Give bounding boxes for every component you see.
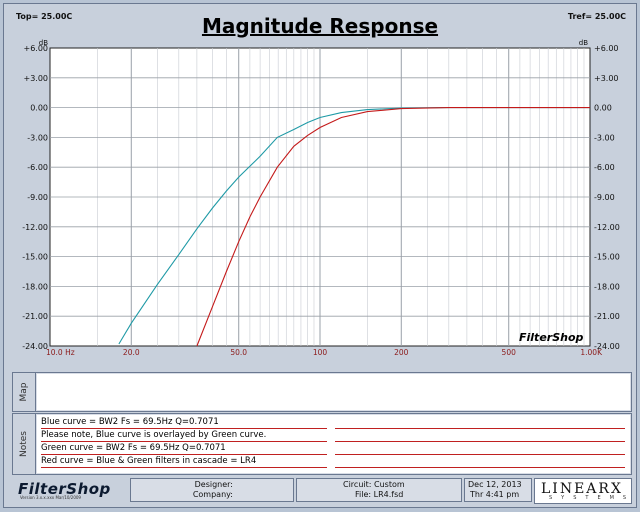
linearx-logo: LINEARX SYSTEMS	[534, 478, 632, 504]
note-line-blank	[335, 416, 625, 429]
note-line: Red curve = Blue & Green filters in casc…	[41, 455, 327, 468]
y-tick-label-left: -9.00	[27, 193, 48, 202]
y-tick-label-left: -15.00	[22, 253, 48, 262]
designer-box[interactable]: Designer: Company:	[130, 478, 294, 502]
x-tick-label: 500	[502, 348, 517, 357]
note-line-blank	[335, 442, 625, 455]
circuit-box[interactable]: Circuit: Custom File: LR4.fsd	[296, 478, 462, 502]
series-line	[196, 107, 590, 347]
note-line: Please note, Blue curve is overlayed by …	[41, 429, 327, 442]
map-panel: Map	[12, 372, 632, 412]
y-tick-label-right: -6.00	[594, 163, 615, 172]
y-tick-label-left: -6.00	[27, 163, 48, 172]
designer-label: Designer:	[194, 480, 233, 489]
y-unit-left: dB	[39, 39, 48, 47]
note-line: Green curve = BW2 Fs = 69.5Hz Q=0.7071	[41, 442, 327, 455]
y-tick-label-right: -18.00	[594, 282, 620, 291]
x-tick-label: 50.0	[230, 348, 247, 357]
y-tick-label-left: -12.00	[22, 223, 48, 232]
y-tick-label-left: -24.00	[22, 342, 48, 351]
notes-panel-label: Notes	[19, 431, 29, 457]
y-tick-label-left: +3.00	[23, 74, 48, 83]
x-tick-label: 20.0	[123, 348, 140, 357]
y-tick-label-right: -3.00	[594, 133, 615, 142]
version-text: Version 3.x.x.xxx Mar/10/2009	[20, 495, 81, 500]
top-temperature-label: Top= 25.00C	[16, 12, 73, 21]
note-line-blank	[335, 455, 625, 468]
time-label: Thr 4:41 pm	[470, 490, 520, 499]
chart-title: Magnitude Response	[201, 14, 439, 38]
x-tick-label: 200	[394, 348, 409, 357]
date-label: Dec 12, 2013	[468, 480, 522, 489]
x-tick-label: 10.0 Hz	[46, 348, 75, 357]
y-tick-label-left: 0.00	[30, 104, 48, 113]
y-tick-label-left: +6.00	[23, 44, 48, 53]
y-tick-label-left: -18.00	[22, 282, 48, 291]
y-tick-label-right: -21.00	[594, 312, 620, 321]
x-tick-label: 100	[313, 348, 328, 357]
x-tick-label: 1.00K	[580, 348, 603, 357]
y-tick-label-right: 0.00	[594, 104, 612, 113]
map-area[interactable]	[37, 374, 630, 410]
chart-watermark: FilterShop	[519, 331, 584, 344]
y-tick-label-right: -12.00	[594, 223, 620, 232]
y-tick-label-left: -3.00	[27, 133, 48, 142]
y-tick-label-right: -9.00	[594, 193, 615, 202]
logo-text: FilterShop	[18, 480, 111, 498]
y-tick-label-right: -24.00	[594, 342, 620, 351]
footer-bar: FilterShop Version 3.x.x.xxx Mar/10/2009…	[8, 478, 632, 504]
note-line: Blue curve = BW2 Fs = 69.5Hz Q=0.7071	[41, 416, 327, 429]
y-tick-label-right: +3.00	[594, 74, 619, 83]
note-line-blank	[335, 429, 625, 442]
magnitude-response-chart[interactable]: +6.00 +6.00 +3.00 +3.00 0.00 0.00 -3.00 -3.00 -6…	[0, 0, 640, 370]
notes-panel: Notes Blue curve = BW2 Fs = 69.5Hz Q=0.7…	[12, 413, 632, 475]
company-label: Company:	[192, 490, 233, 499]
map-panel-label: Map	[19, 382, 29, 402]
tref-temperature-label: Tref= 25.00C	[567, 12, 626, 21]
y-tick-label-right: +6.00	[594, 44, 619, 53]
notes-panel-tab[interactable]: Notes	[13, 414, 36, 474]
circuit-label: Circuit: Custom	[343, 480, 405, 489]
linearx-sub: SYSTEMS	[549, 495, 636, 501]
linearx-brand: LINEARX	[541, 481, 623, 497]
file-label: File: LR4.fsd	[355, 490, 404, 499]
map-panel-tab[interactable]: Map	[13, 373, 36, 411]
y-unit-right: dB	[579, 39, 588, 47]
notes-area[interactable]: Blue curve = BW2 Fs = 69.5Hz Q=0.7071 Pl…	[37, 415, 630, 473]
datetime-box: Dec 12, 2013 Thr 4:41 pm	[464, 478, 532, 502]
y-tick-label-left: -21.00	[22, 312, 48, 321]
y-tick-label-right: -15.00	[594, 253, 620, 262]
filtershop-logo: FilterShop Version 3.x.x.xxx Mar/10/2009	[12, 478, 130, 502]
